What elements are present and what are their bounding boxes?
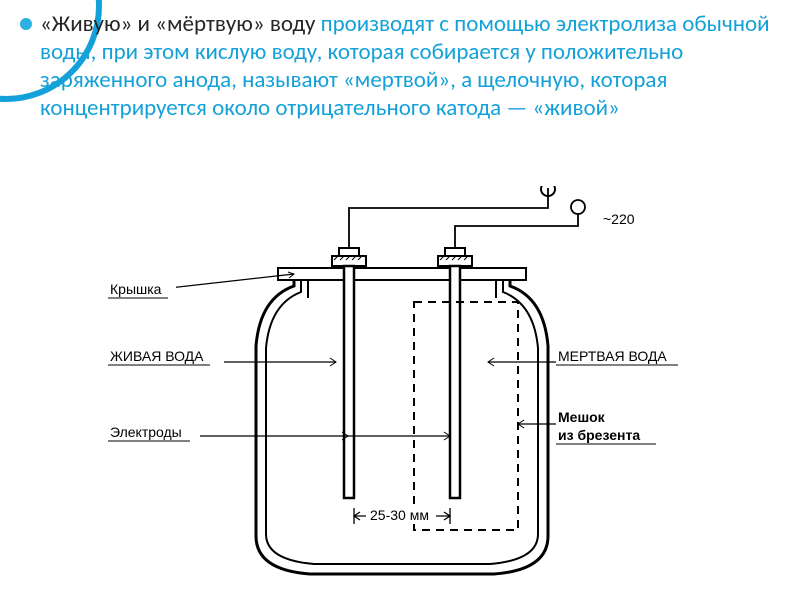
bullet-dot-icon: [20, 18, 32, 30]
electrolysis-diagram: ~220: [108, 186, 692, 592]
label-lid: Крышка: [108, 272, 294, 298]
label-sack: Мешок из брезента: [518, 408, 676, 448]
main-paragraph: «Живую» и «мёртвую» воду производят с по…: [40, 10, 786, 122]
svg-text:МЕРТВАЯ ВОДА: МЕРТВАЯ ВОДА: [558, 348, 667, 364]
slide: «Живую» и «мёртвую» воду производят с по…: [0, 0, 800, 600]
svg-text:Мешок: Мешок: [558, 409, 606, 425]
label-living-water: ЖИВАЯ ВОДА: [108, 346, 336, 366]
dimension-label: 25-30 мм: [370, 507, 429, 523]
svg-text:Электроды: Электроды: [110, 424, 182, 440]
diagram-svg: ~220: [108, 186, 692, 592]
svg-text:Крышка: Крышка: [110, 281, 162, 297]
electrode-nuts: [332, 248, 472, 266]
canvas-sack: [414, 302, 518, 530]
svg-text:ЖИВАЯ ВОДА: ЖИВАЯ ВОДА: [110, 348, 204, 364]
jar-body: [256, 272, 548, 574]
label-electrodes: Электроды: [108, 422, 450, 442]
electrodes: [344, 266, 460, 498]
paragraph-pre: «Живую» и «мёртвую» воду: [40, 10, 321, 38]
voltage-label: ~220: [603, 211, 635, 227]
lid: [278, 268, 526, 298]
svg-text:из брезента: из брезента: [558, 427, 640, 443]
